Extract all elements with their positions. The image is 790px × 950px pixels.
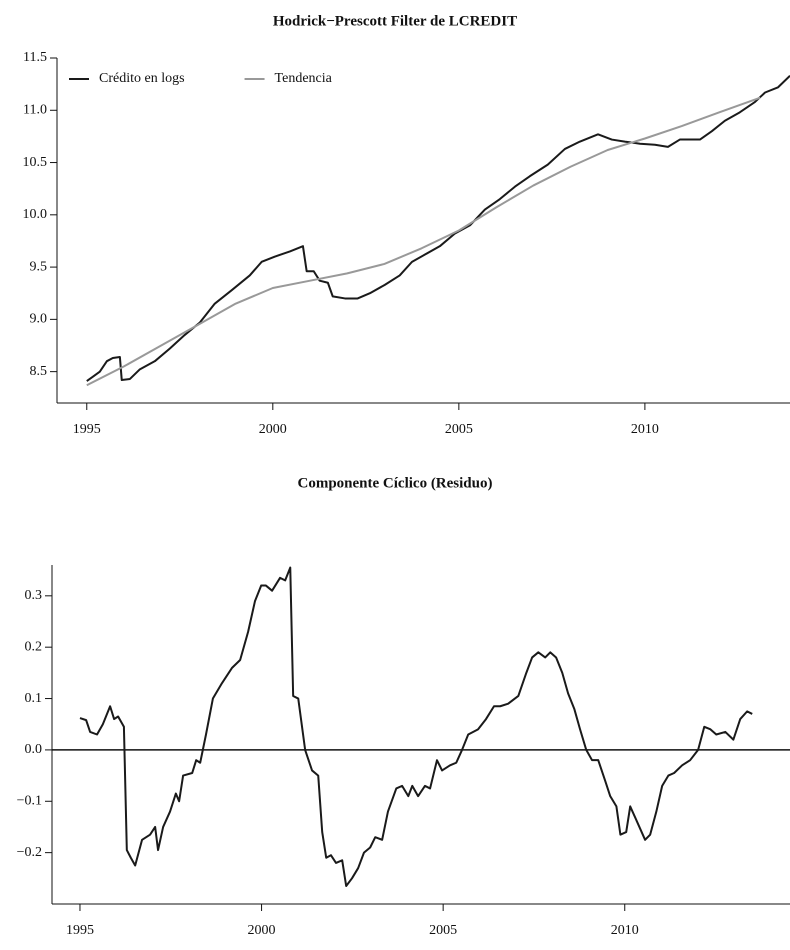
y-tick-label: 9.5 <box>30 259 48 274</box>
x-tick-label: 2005 <box>429 923 457 938</box>
y-tick-label: 10.5 <box>23 155 48 170</box>
x-tick-label: 2005 <box>445 422 473 437</box>
y-tick-label: −0.2 <box>17 845 42 860</box>
legend-label: Crédito en logs <box>99 71 185 86</box>
y-tick-label: 11.0 <box>23 102 47 117</box>
y-tick-label: 9.0 <box>30 312 48 327</box>
y-tick-label: 0.0 <box>25 742 43 757</box>
x-tick-label: 1995 <box>73 422 101 437</box>
x-tick-label: 2000 <box>248 923 276 938</box>
series-line <box>86 96 761 387</box>
chart-title: Componente Cíclico (Residuo) <box>298 475 493 491</box>
y-tick-label: 11.5 <box>23 50 47 65</box>
y-tick-label: 8.5 <box>30 364 48 379</box>
series-line <box>86 75 790 382</box>
y-tick-label: 0.3 <box>25 588 43 603</box>
chart-title: Hodrick−Prescott Filter de LCREDIT <box>273 13 517 29</box>
x-tick-label: 2010 <box>631 422 659 437</box>
y-tick-label: 0.1 <box>25 691 43 706</box>
y-tick-label: −0.1 <box>17 793 42 808</box>
x-tick-label: 2000 <box>259 422 287 437</box>
x-tick-label: 1995 <box>66 923 94 938</box>
y-tick-label: 0.2 <box>25 639 43 654</box>
series-line <box>79 566 753 888</box>
legend-label: Tendencia <box>275 71 333 86</box>
y-tick-label: 10.0 <box>23 207 48 222</box>
x-tick-label: 2010 <box>611 923 639 938</box>
